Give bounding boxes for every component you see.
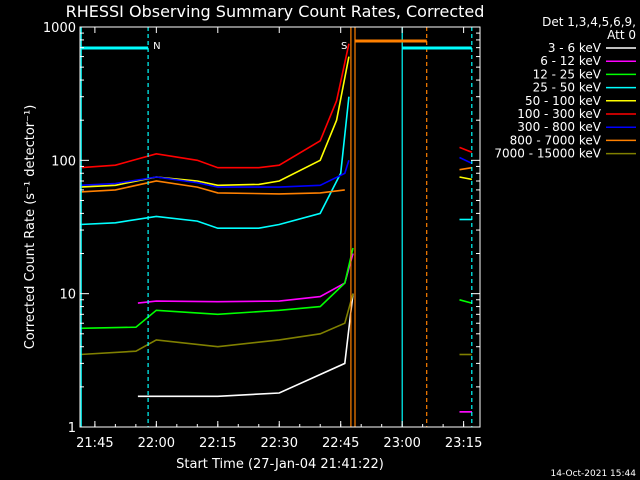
y-axis-label: Corrected Count Rate (s⁻¹ detector⁻¹) <box>23 105 38 350</box>
y-tick-label-1: 1 <box>68 421 76 436</box>
legend-title-line-1: Det 1,3,4,5,6,9, <box>542 15 636 29</box>
x-tick-label-4: 22:30 <box>261 436 298 451</box>
legend-label-2: 6 - 12 keV <box>540 54 602 68</box>
legend-label-8: 800 - 7000 keV <box>510 133 602 147</box>
series-line-9-a <box>79 293 354 356</box>
chart-title: RHESSI Observing Summary Count Rates, Co… <box>66 2 485 21</box>
plot-area <box>79 27 473 427</box>
series-line-4-a <box>79 96 350 229</box>
legend-title-line-2: Att 0 <box>607 28 636 42</box>
series-line-5-a <box>79 56 350 188</box>
marker-label-s: S <box>341 41 347 52</box>
x-axis-label: Start Time (27-Jan-04 21:41:22) <box>176 457 384 472</box>
y-tick-label-3: 100 <box>51 154 76 169</box>
legend-label-9: 7000 - 15000 keV <box>494 147 601 161</box>
x-tick-label-6: 23:00 <box>383 436 420 451</box>
x-tick-label-7: 23:15 <box>445 436 482 451</box>
legend-label-3: 12 - 25 keV <box>533 67 602 81</box>
series-line-8-b <box>459 166 472 171</box>
series-line-3-a <box>79 247 354 330</box>
series-line-7-a <box>79 160 350 188</box>
legend-label-6: 100 - 300 keV <box>517 107 601 121</box>
legend-label-1: 3 - 6 keV <box>548 41 602 55</box>
series-line-6-a <box>79 43 350 169</box>
series-line-5-b <box>459 176 472 181</box>
series-line-8-a <box>79 180 345 195</box>
y-axis: 1 10 100 1000 <box>43 21 480 436</box>
x-tick-label-1: 21:45 <box>76 436 113 451</box>
y-tick-label-4: 1000 <box>43 21 76 36</box>
legend-label-5: 50 - 100 keV <box>525 94 602 108</box>
y-tick-label-2: 10 <box>59 288 76 303</box>
plot-frame <box>79 26 481 428</box>
x-tick-label-2: 22:00 <box>138 436 175 451</box>
x-tick-label-3: 22:15 <box>199 436 236 451</box>
marker-label-n: N <box>153 41 160 52</box>
x-axis: 21:45 22:00 22:15 22:30 22:45 23:00 23:15 <box>76 27 482 451</box>
legend-label-7: 300 - 800 keV <box>517 120 601 134</box>
x-tick-label-5: 22:45 <box>322 436 359 451</box>
series-line-6-b <box>459 146 473 153</box>
series-line-1-a <box>137 293 354 398</box>
date-stamp: 14-Oct-2021 15:44 <box>551 469 637 479</box>
series-line-7-b <box>459 156 473 165</box>
legend-label-4: 25 - 50 keV <box>533 81 602 95</box>
series-line-3-b <box>459 299 473 304</box>
